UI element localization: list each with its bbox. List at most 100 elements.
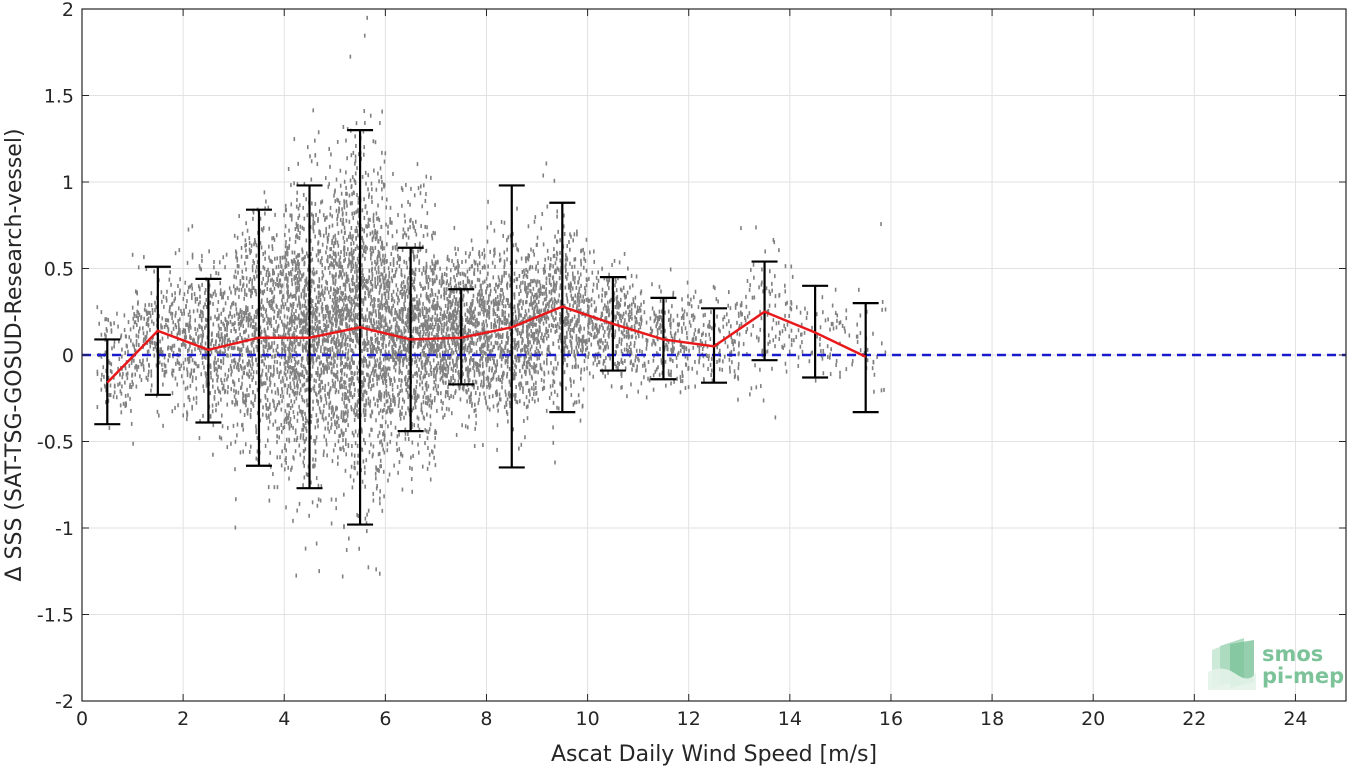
scatter-point	[369, 217, 371, 222]
scatter-point	[412, 221, 414, 226]
scatter-point	[314, 439, 317, 444]
scatter-point	[237, 390, 240, 395]
scatter-point	[415, 329, 417, 334]
scatter-point	[203, 355, 206, 360]
scatter-point	[317, 401, 319, 406]
scatter-point	[271, 290, 274, 295]
scatter-point	[326, 215, 328, 220]
scatter-point	[229, 319, 232, 324]
scatter-point	[357, 453, 359, 458]
scatter-point	[158, 360, 161, 365]
scatter-point	[367, 279, 369, 284]
scatter-point	[293, 274, 296, 279]
scatter-point	[379, 303, 381, 308]
scatter-point	[431, 278, 434, 283]
scatter-point	[284, 383, 287, 388]
scatter-point	[199, 313, 202, 318]
scatter-point	[227, 346, 229, 351]
scatter-point	[349, 231, 351, 236]
scatter-point	[343, 380, 346, 385]
scatter-point	[305, 281, 308, 286]
scatter-point	[433, 444, 436, 449]
scatter-point	[429, 414, 432, 419]
scatter-point	[306, 360, 309, 365]
scatter-point	[267, 267, 269, 272]
scatter-point	[317, 327, 319, 332]
scatter-point	[336, 351, 339, 356]
scatter-point	[432, 450, 434, 455]
scatter-point	[184, 343, 187, 348]
scatter-point	[320, 200, 322, 205]
scatter-point	[316, 503, 319, 508]
scatter-point	[259, 418, 262, 423]
scatter-point	[335, 372, 338, 377]
scatter-point	[188, 354, 191, 359]
scatter-point	[433, 297, 435, 302]
scatter-point	[183, 342, 186, 347]
scatter-point	[419, 374, 421, 379]
scatter-point	[248, 350, 251, 355]
scatter-point	[383, 184, 385, 189]
scatter-point	[302, 288, 304, 293]
scatter-point	[358, 152, 360, 157]
scatter-point	[425, 249, 427, 254]
scatter-point	[105, 327, 108, 332]
scatter-point	[412, 329, 414, 334]
scatter-point	[354, 181, 357, 186]
scatter-point	[334, 199, 337, 204]
scatter-point	[224, 265, 226, 270]
scatter-point	[321, 288, 324, 293]
scatter-point	[180, 308, 182, 313]
scatter-point	[357, 284, 360, 289]
scatter-point	[380, 323, 382, 328]
scatter-point	[300, 292, 303, 297]
scatter-point	[407, 286, 409, 291]
scatter-point	[389, 326, 392, 331]
scatter-point	[191, 292, 193, 297]
scatter-point	[222, 360, 225, 365]
scatter-point	[267, 276, 270, 281]
scatter-point	[245, 403, 247, 408]
scatter-point	[245, 267, 247, 272]
scatter-point	[373, 297, 375, 302]
scatter-point	[387, 366, 389, 371]
scatter-point	[312, 306, 315, 311]
scatter-point	[351, 378, 353, 383]
scatter-point	[165, 296, 168, 301]
scatter-point	[350, 317, 353, 322]
scatter-point	[188, 347, 190, 352]
scatter-point	[294, 372, 297, 377]
scatter-point	[269, 380, 272, 385]
scatter-point	[198, 334, 200, 339]
scatter-point	[389, 410, 392, 415]
scatter-point	[272, 279, 275, 284]
scatter-point	[128, 335, 131, 340]
scatter-point	[295, 328, 297, 333]
scatter-point	[313, 344, 315, 349]
scatter-point	[297, 316, 300, 321]
scatter-point	[252, 403, 255, 408]
scatter-point	[384, 253, 387, 258]
scatter-point	[411, 249, 414, 254]
scatter-point	[260, 379, 262, 384]
scatter-point	[204, 341, 207, 346]
scatter-point	[135, 384, 138, 389]
scatter-point	[164, 318, 167, 323]
scatter-point	[148, 339, 151, 344]
scatter-point	[298, 404, 300, 409]
scatter-point	[368, 384, 370, 389]
scatter-point	[244, 395, 247, 400]
scatter-point	[345, 346, 347, 351]
scatter-point	[353, 329, 356, 334]
scatter-point	[342, 309, 345, 314]
scatter-point	[187, 289, 189, 294]
scatter-point	[405, 182, 407, 187]
scatter-point	[143, 337, 145, 342]
scatter-point	[246, 387, 248, 392]
scatter-point	[252, 210, 255, 215]
scatter-point	[338, 312, 341, 317]
scatter-point	[408, 361, 410, 366]
scatter-point	[302, 483, 304, 488]
scatter-point	[297, 265, 300, 270]
scatter-point	[319, 388, 322, 393]
